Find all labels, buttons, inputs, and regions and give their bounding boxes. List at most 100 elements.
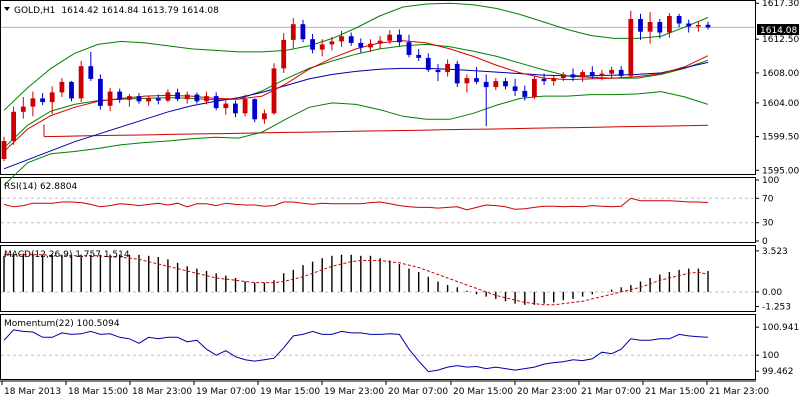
candle bbox=[252, 98, 258, 123]
candle bbox=[49, 86, 55, 115]
candle bbox=[107, 87, 113, 112]
candle bbox=[368, 39, 373, 52]
bollinger-lower-line bbox=[3, 91, 709, 186]
rsi-line bbox=[3, 197, 709, 211]
time-axis-label: 18 Mar 15:00 bbox=[68, 387, 128, 397]
candle bbox=[329, 36, 335, 51]
candle bbox=[165, 89, 171, 103]
time-axis-label: 18 Mar 23:00 bbox=[132, 387, 192, 397]
candle bbox=[503, 78, 508, 90]
macd-panel-frame bbox=[0, 245, 756, 312]
candle bbox=[233, 100, 238, 118]
candle bbox=[416, 48, 422, 61]
candle bbox=[213, 92, 219, 111]
candle bbox=[609, 66, 614, 79]
rsi-panel-title: RSI(14) 62.8804 bbox=[4, 182, 77, 192]
candle bbox=[117, 88, 123, 103]
candle bbox=[11, 106, 16, 145]
price-axis-tick-label: 1604.00 bbox=[762, 99, 799, 109]
time-axis-label: 19 Mar 15:00 bbox=[260, 387, 320, 397]
collapse-triangle-icon[interactable] bbox=[4, 7, 10, 11]
momentum-axis-tick-label: 99.462 bbox=[762, 367, 794, 377]
candle bbox=[570, 68, 576, 82]
candle bbox=[319, 39, 325, 57]
time-axis-label: 21 Mar 23:00 bbox=[709, 387, 769, 397]
candle bbox=[406, 34, 412, 58]
rsi-axis-tick-label: 0 bbox=[762, 237, 768, 247]
candle bbox=[387, 30, 393, 44]
time-axis-label: 19 Mar 07:00 bbox=[196, 387, 256, 397]
candle bbox=[377, 36, 383, 49]
candle bbox=[532, 75, 537, 100]
candle bbox=[647, 12, 653, 44]
rsi-panel-frame bbox=[0, 177, 756, 243]
candle bbox=[541, 73, 547, 85]
candle bbox=[300, 19, 306, 43]
candle bbox=[271, 63, 277, 115]
candle bbox=[580, 69, 585, 82]
candle bbox=[667, 13, 672, 38]
candle bbox=[290, 18, 296, 49]
current-price-label: 1614.08 bbox=[760, 26, 797, 36]
candle bbox=[522, 85, 528, 101]
candle bbox=[686, 19, 692, 33]
candle bbox=[676, 13, 682, 28]
candle bbox=[454, 60, 460, 88]
candle bbox=[464, 74, 470, 93]
candle bbox=[551, 75, 557, 86]
candle bbox=[628, 10, 634, 79]
rsi-axis-tick-label: 100 bbox=[762, 176, 779, 186]
candle bbox=[136, 93, 142, 104]
candle bbox=[204, 91, 209, 105]
current-price-box bbox=[757, 24, 799, 35]
price-axis-tick-label: 1595.00 bbox=[762, 166, 799, 176]
time-axis-label: 20 Mar 23:00 bbox=[517, 387, 577, 397]
candle bbox=[281, 33, 287, 73]
candle bbox=[78, 60, 84, 103]
candle bbox=[242, 94, 248, 117]
price-panel-title: GOLD,H1 1614.42 1614.84 1613.79 1614.08 bbox=[14, 6, 219, 16]
candle bbox=[618, 66, 624, 79]
momentum-axis-tick-label: 100 bbox=[762, 351, 779, 361]
time-axis-label: 18 Mar 2013 bbox=[4, 387, 61, 397]
price-panel-frame bbox=[0, 0, 756, 175]
price-axis-tick-label: 1608.00 bbox=[762, 69, 799, 79]
candle bbox=[194, 92, 200, 104]
candlestick-series bbox=[1, 10, 711, 162]
momentum-line bbox=[3, 329, 709, 373]
candle bbox=[20, 96, 26, 119]
candle bbox=[223, 100, 229, 115]
price-axis-tick-label: 1617.30 bbox=[762, 0, 799, 9]
ma-long-line bbox=[43, 124, 709, 138]
candle bbox=[599, 69, 605, 81]
rsi-axis-tick-label: 70 bbox=[762, 194, 774, 204]
momentum-axis-tick-label: 100.9415 bbox=[762, 323, 800, 333]
time-axis-label: 20 Mar 15:00 bbox=[453, 387, 513, 397]
candle bbox=[397, 29, 402, 46]
bollinger-upper-line bbox=[3, 2, 709, 111]
time-axis-label: 21 Mar 15:00 bbox=[645, 387, 705, 397]
ma-slow-line bbox=[3, 61, 709, 170]
candle bbox=[348, 32, 354, 46]
candle bbox=[445, 59, 450, 77]
candle bbox=[310, 34, 315, 54]
price-axis-tick-label: 1612.50 bbox=[762, 35, 799, 45]
candle bbox=[88, 51, 94, 82]
candle bbox=[59, 78, 65, 97]
candle bbox=[69, 81, 74, 102]
time-axis-label: 20 Mar 07:00 bbox=[388, 387, 448, 397]
candle bbox=[657, 19, 663, 39]
candle bbox=[127, 93, 132, 107]
momentum-panel-title: Momentum(22) 100.5094 bbox=[4, 319, 120, 329]
macd-axis-tick-label: -1.253 bbox=[762, 303, 791, 313]
candle bbox=[483, 74, 489, 127]
candle bbox=[474, 66, 479, 85]
candle bbox=[262, 109, 267, 124]
candle bbox=[175, 88, 180, 102]
candle bbox=[705, 21, 711, 30]
candle bbox=[560, 72, 566, 82]
candle bbox=[146, 95, 151, 106]
macd-axis-tick-label: 3.523 bbox=[762, 247, 788, 257]
candle bbox=[358, 38, 364, 53]
